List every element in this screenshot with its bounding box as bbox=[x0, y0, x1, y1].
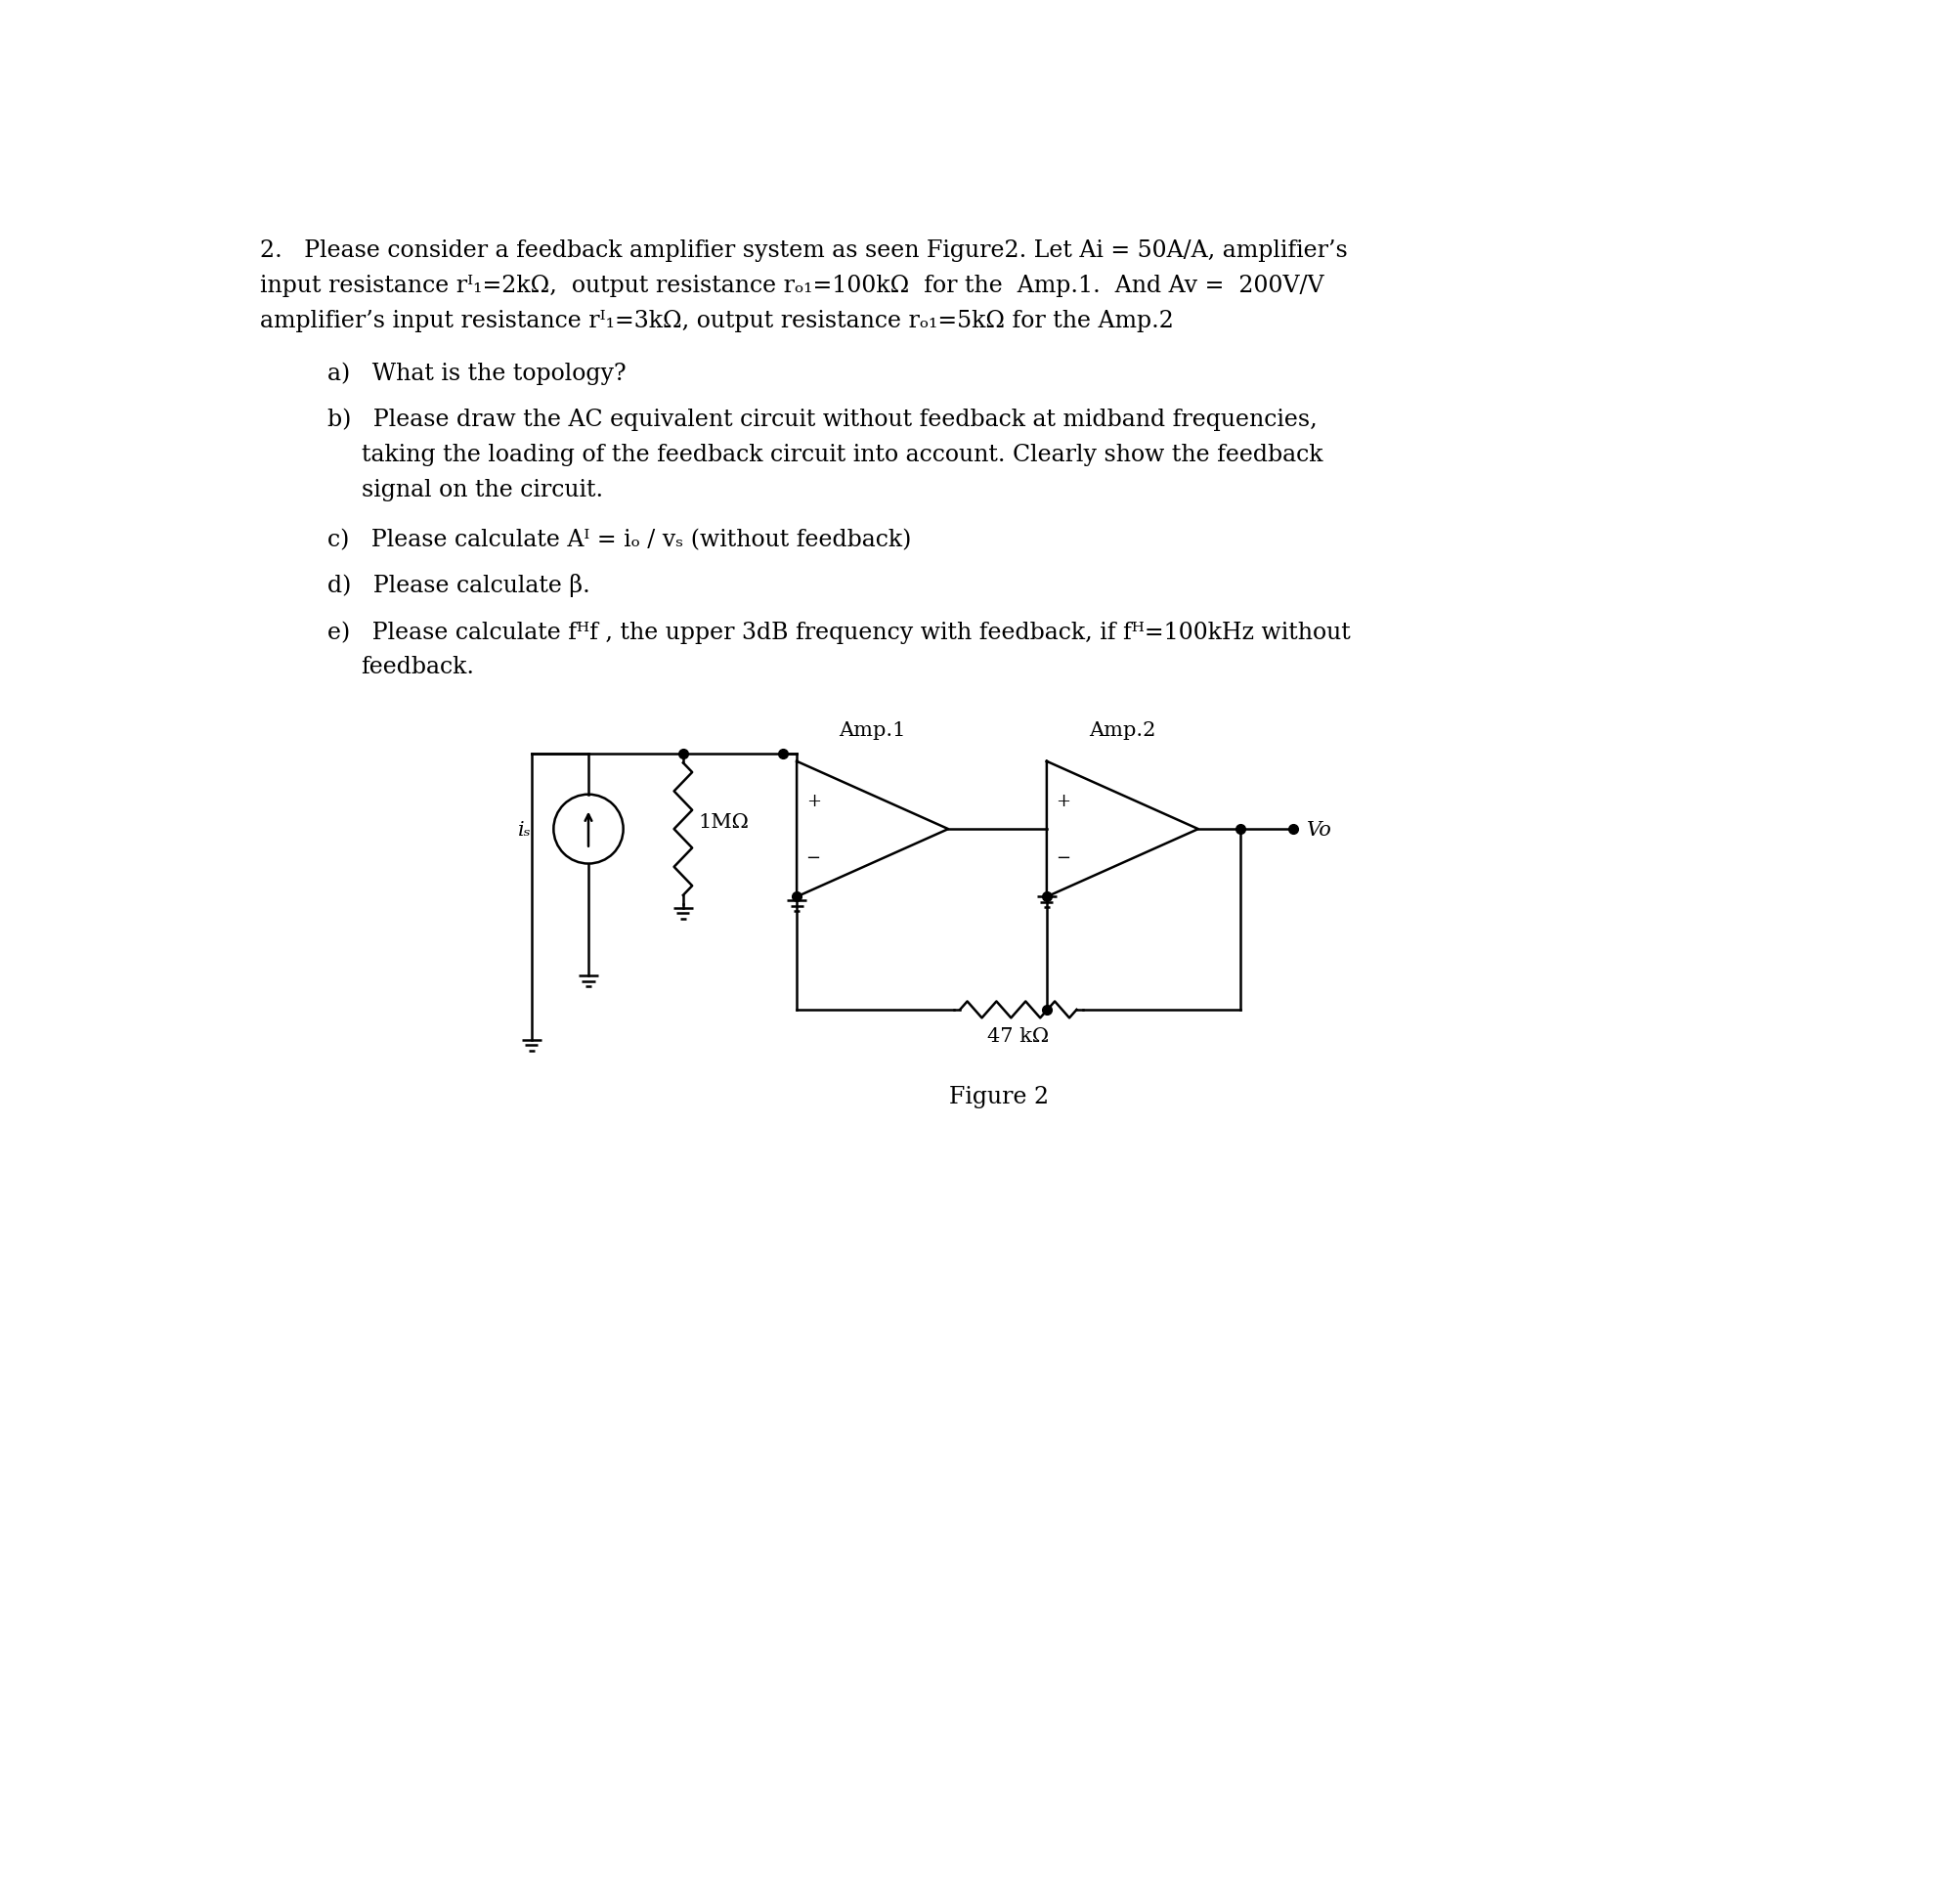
Text: Amp.1: Amp.1 bbox=[838, 722, 907, 739]
Text: a)   What is the topology?: a) What is the topology? bbox=[328, 362, 626, 385]
Text: feedback.: feedback. bbox=[361, 655, 474, 678]
Text: iₛ: iₛ bbox=[519, 821, 532, 840]
Text: +: + bbox=[805, 792, 821, 809]
Text: Vo: Vo bbox=[1306, 821, 1332, 840]
Text: e)   Please calculate fᴴf , the upper 3dB frequency with feedback, if fᴴ=100kHz : e) Please calculate fᴴf , the upper 3dB … bbox=[328, 621, 1349, 644]
Text: d)   Please calculate β.: d) Please calculate β. bbox=[328, 573, 589, 598]
Text: taking the loading of the feedback circuit into account. Clearly show the feedba: taking the loading of the feedback circu… bbox=[361, 444, 1322, 466]
Text: signal on the circuit.: signal on the circuit. bbox=[361, 480, 603, 501]
Text: amplifier’s input resistance rᴵ₁=3kΩ, output resistance rₒ₁=5kΩ for the Amp.2: amplifier’s input resistance rᴵ₁=3kΩ, ou… bbox=[261, 310, 1174, 331]
Text: Amp.2: Amp.2 bbox=[1088, 722, 1156, 739]
Text: 1MΩ: 1MΩ bbox=[698, 813, 749, 832]
Text: input resistance rᴵ₁=2kΩ,  output resistance rₒ₁=100kΩ  for the  Amp.1.  And Av : input resistance rᴵ₁=2kΩ, output resista… bbox=[261, 274, 1324, 297]
Text: +: + bbox=[1057, 792, 1071, 809]
Text: Figure 2: Figure 2 bbox=[950, 1085, 1049, 1108]
Text: b)   Please draw the AC equivalent circuit without feedback at midband frequenci: b) Please draw the AC equivalent circuit… bbox=[328, 407, 1316, 430]
Text: −: − bbox=[1057, 849, 1071, 866]
Text: 2.   Please consider a feedback amplifier system as seen Figure2. Let Ai = 50A/A: 2. Please consider a feedback amplifier … bbox=[261, 240, 1347, 261]
Text: −: − bbox=[805, 849, 821, 866]
Text: 47 kΩ: 47 kΩ bbox=[987, 1026, 1049, 1045]
Text: c)   Please calculate Aᴵ = iₒ / vₛ (without feedback): c) Please calculate Aᴵ = iₒ / vₛ (withou… bbox=[328, 529, 911, 550]
